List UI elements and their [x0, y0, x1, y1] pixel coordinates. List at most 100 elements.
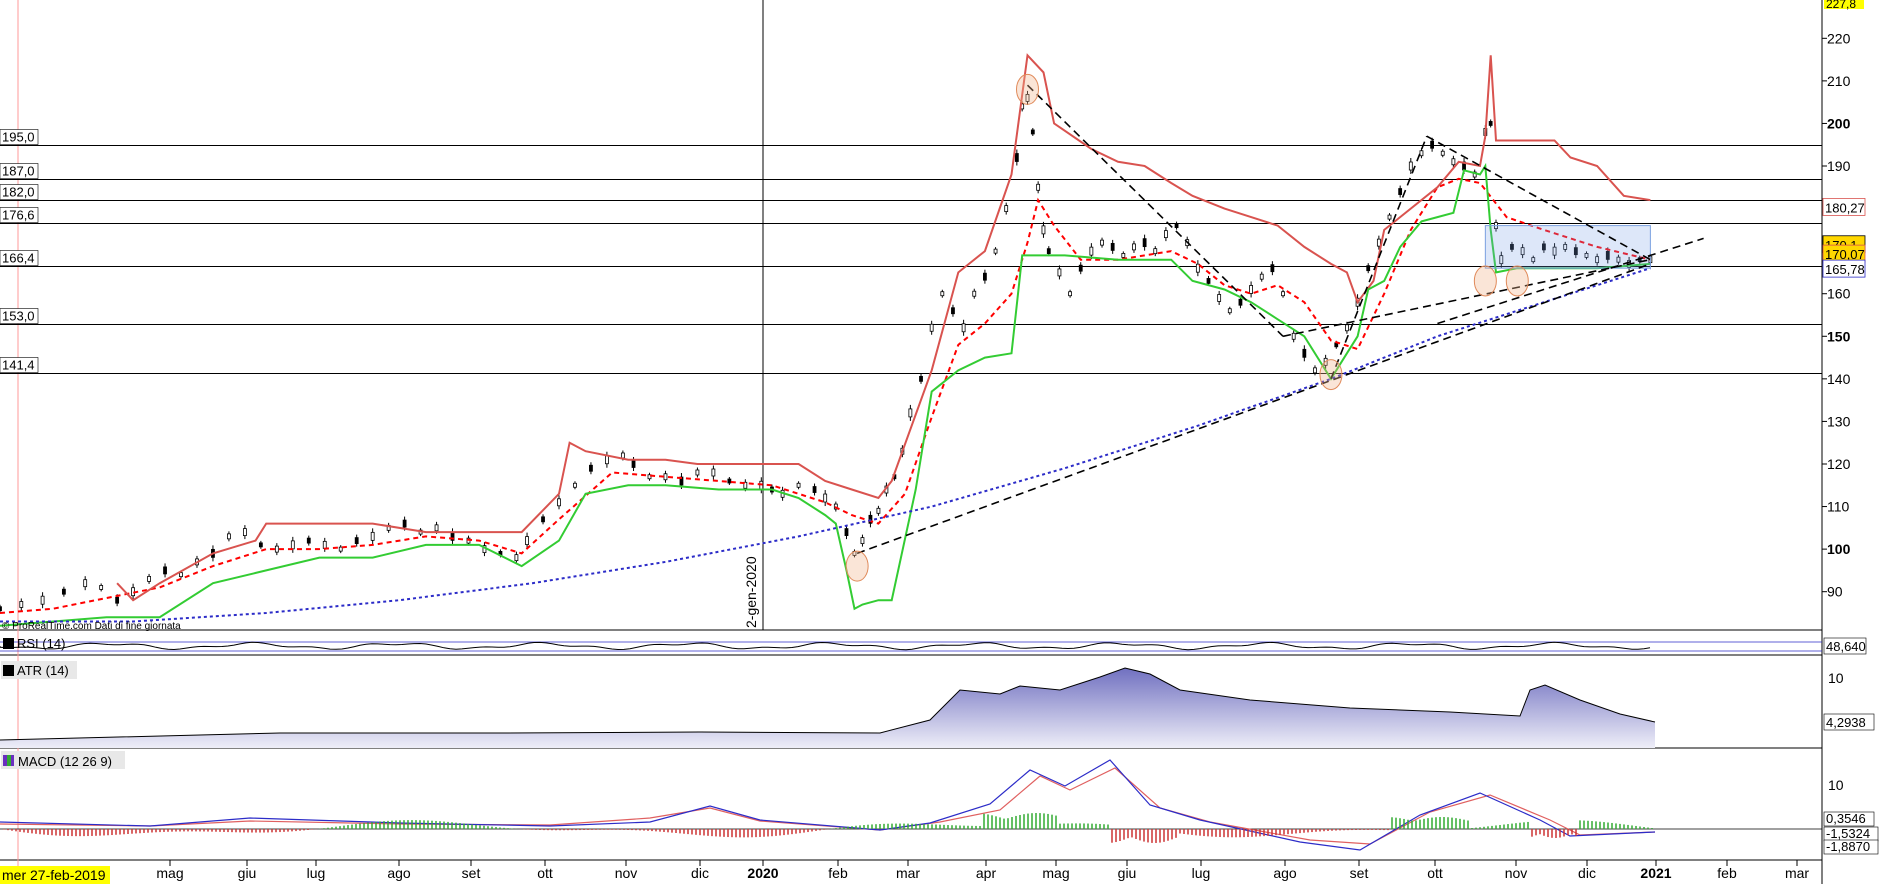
highlight-circle-2 [1319, 359, 1343, 391]
candle-body-131 [1595, 256, 1600, 264]
candle-body-40 [647, 474, 652, 480]
candle-body-125 [1531, 257, 1536, 263]
candle-body-42 [679, 476, 684, 486]
rsi-label-group: RSI (14) [3, 636, 65, 651]
candle-body-58 [876, 507, 881, 514]
price-y-axis[interactable]: 220 210 200 190 160 150 140 130 120 110 100 90 227,8… [1822, 0, 1866, 600]
level-tag-4 [0, 250, 39, 266]
price-series [0, 53, 1653, 627]
time-x-axis[interactable]: mag giu lug ago set ott nov dic 2020 feb mar apr mag… [156, 860, 1809, 881]
candle-body-34 [557, 498, 561, 507]
trendline-4 [1426, 135, 1651, 261]
y-tick-label-8: 120 [1827, 456, 1851, 472]
candle-body-120 [1488, 121, 1493, 126]
atr-label-group: ATR (14) [1, 661, 77, 679]
candle-body-77 [1041, 225, 1046, 235]
atr-color-swatch [1, 661, 77, 679]
x-tick-label-9: feb [828, 865, 848, 881]
atr-panel [0, 667, 1656, 748]
candle-body-26 [434, 524, 439, 532]
candle-body-95 [1227, 308, 1232, 314]
candle-body-33 [541, 516, 545, 523]
candle-body-68 [972, 290, 977, 297]
trendline-0 [856, 263, 1651, 555]
macd-label: MACD (12 26 9) [18, 754, 112, 769]
candle-body-14 [242, 528, 247, 536]
level-tag-2 [0, 184, 39, 200]
candle-body-84 [1110, 242, 1115, 251]
x-tick-label-13: giu [1118, 865, 1137, 881]
x-tick-label-0: mag [156, 865, 183, 881]
candle-body-110 [1387, 214, 1392, 220]
x-tick-label-6: nov [615, 865, 638, 881]
candle-body-1 [19, 601, 24, 608]
macd-line [0, 759, 1656, 851]
series-line-3 [0, 162, 1651, 627]
y-value-tag-3 [1822, 259, 1866, 278]
candle-body-62 [908, 408, 913, 418]
level-label-4: 166,4 [2, 251, 35, 266]
x-tick-label-17: ott [1427, 865, 1443, 881]
candle-body-16 [274, 545, 279, 553]
atr-area [0, 668, 1655, 748]
candle-body-0 [0, 606, 2, 612]
candle-body-4 [83, 579, 88, 588]
y-tick-label-1: 210 [1827, 73, 1851, 89]
trendline-2 [1282, 258, 1651, 338]
candle-body-54 [844, 528, 849, 536]
candle-body-24 [402, 519, 407, 528]
macd-line-value: -1,5324 [1826, 826, 1870, 841]
candle-body-31 [514, 554, 519, 562]
series-line-4 [0, 267, 1651, 623]
series-line-1 [0, 177, 1651, 614]
candle-body-67 [961, 323, 966, 333]
candle-body-89 [1164, 230, 1168, 239]
level-label-2: 182,0 [2, 185, 35, 200]
x-tick-label-15: ago [1273, 865, 1297, 881]
candle-body-13 [227, 533, 231, 540]
y-value-label-0: 180,27 [1825, 200, 1865, 215]
candle-body-71 [1004, 205, 1009, 212]
atr-value: 4,2938 [1826, 715, 1866, 730]
x-tick-label-12: mag [1042, 865, 1069, 881]
start-date-tag[interactable]: mer 27-feb-2019 [0, 866, 110, 884]
candle-body-79 [1057, 268, 1062, 277]
candle-body-35 [573, 482, 577, 488]
candle-body-44 [711, 468, 716, 477]
candle-body-123 [1510, 243, 1514, 250]
candle-body-92 [1195, 263, 1200, 273]
candle-body-66 [951, 307, 955, 315]
candle-body-87 [1142, 238, 1147, 248]
highlight-circle-1 [1015, 73, 1039, 105]
candle-body-19 [322, 540, 327, 549]
x-tick-label-21: feb [1717, 865, 1737, 881]
macd-value-tags: 0,3546 -1,5324 -1,8870 [1823, 811, 1879, 855]
rsi-value-tag: 48,640 [1823, 637, 1867, 655]
candle-body-86 [1132, 243, 1136, 251]
atr-color-swatch-box [3, 665, 14, 676]
candle-body-3 [61, 588, 66, 595]
y-top-tag [1824, 0, 1864, 9]
level-tag-6 [0, 357, 39, 373]
macd-signal-line [0, 767, 1656, 845]
level-label-1: 187,0 [2, 164, 35, 179]
y-tick-label-2: 200 [1827, 115, 1851, 131]
candle-body-101 [1291, 332, 1296, 340]
candle-body-46 [743, 481, 748, 489]
candle-body-76 [1036, 183, 1041, 191]
candle-body-83 [1100, 239, 1104, 246]
candle-body-97 [1249, 285, 1253, 294]
candle-body-21 [354, 537, 359, 545]
candle-body-51 [812, 486, 817, 493]
candle-body-111 [1398, 188, 1403, 195]
candle-body-20 [338, 546, 343, 552]
candle-body-70 [993, 248, 998, 254]
x-tick-label-18: nov [1505, 865, 1528, 881]
macd-label-group: MACD (12 26 9) [1, 751, 125, 769]
candle-body-129 [1573, 247, 1578, 256]
candle-body-108 [1366, 265, 1371, 272]
candle-body-63 [919, 375, 923, 382]
candle-body-88 [1153, 248, 1158, 255]
x-tick-label-20: 2021 [1640, 865, 1671, 881]
